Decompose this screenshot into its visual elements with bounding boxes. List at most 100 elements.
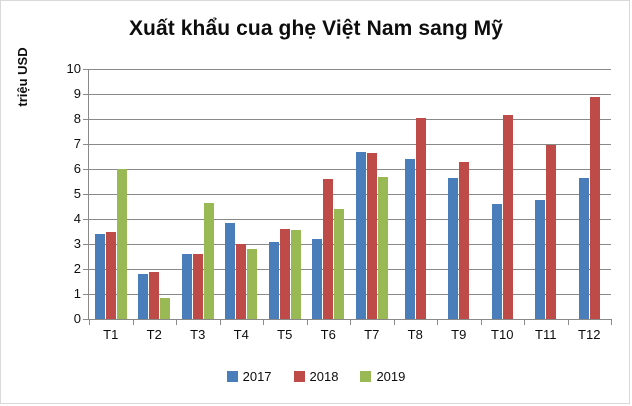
bar-2018-T6: [323, 179, 334, 319]
y-axis-tick-mark: [83, 194, 88, 195]
y-axis-tick-mark: [83, 294, 88, 295]
x-axis-tick-mark: [437, 320, 438, 325]
bar-2018-T11: [546, 145, 557, 319]
bar-2017-T2: [138, 274, 149, 319]
bar-2017-T8: [404, 159, 415, 319]
bar-2018-T10: [502, 115, 513, 319]
gridline: [89, 244, 611, 245]
bar-2018-T12: [589, 96, 600, 319]
gridline: [89, 294, 611, 295]
legend-entry-2019[interactable]: 2019: [360, 369, 405, 384]
bar-2018-T7: [366, 152, 377, 319]
x-axis-tick-label-T6: T6: [320, 327, 336, 342]
bar-2019-T5: [290, 230, 301, 319]
y-axis-tick-mark: [83, 69, 88, 70]
y-axis-tick-label: 2: [73, 261, 81, 276]
x-axis-tick-label-T2: T2: [146, 327, 162, 342]
y-axis-line: [88, 69, 89, 320]
y-axis-tick-mark: [83, 219, 88, 220]
bar-2018-T4: [236, 244, 247, 319]
y-axis-tick-label: 0: [73, 311, 81, 326]
gridline: [89, 319, 611, 320]
bar-2017-T12: [578, 177, 589, 319]
legend-swatch-icon: [360, 371, 372, 382]
legend-swatch-icon: [293, 371, 305, 382]
x-axis-tick-mark: [176, 320, 177, 325]
bar-2017-T6: [312, 239, 323, 319]
bar-2017-T4: [225, 222, 236, 319]
chart-legend: 2017 2018 2019: [1, 369, 631, 384]
x-axis-tick-mark: [480, 320, 482, 325]
x-axis-tick-label-T3: T3: [190, 327, 206, 342]
legend-label: 2017: [242, 369, 272, 384]
gridline: [89, 269, 611, 270]
x-axis-tick-mark: [219, 320, 221, 325]
bar-2019-T7: [377, 176, 388, 319]
y-axis-tick-label: 10: [66, 61, 81, 76]
bar-2017-T9: [448, 177, 459, 319]
legend-entry-2017[interactable]: 2017: [226, 369, 272, 384]
x-axis-tick-mark: [524, 320, 525, 325]
y-axis-tick-label: 8: [73, 111, 81, 126]
y-axis-tick-mark: [83, 144, 88, 145]
y-axis-title: triệu USD: [15, 47, 30, 107]
x-axis-tick-label-T12: T12: [578, 327, 601, 342]
bar-2019-T1: [116, 169, 127, 319]
x-axis-tick-label-T7: T7: [364, 327, 380, 342]
x-axis-tick-mark: [89, 320, 90, 325]
x-axis-tick-mark: [350, 320, 351, 325]
x-axis-tick-label-T11: T11: [535, 327, 557, 342]
y-axis-tick-mark: [83, 169, 88, 170]
bar-2018-T1: [105, 231, 116, 319]
bar-2019-T2: [160, 297, 171, 319]
bar-2019-T3: [203, 202, 214, 319]
x-axis-tick-label-T10: T10: [491, 327, 514, 342]
x-axis-tick-label-T9: T9: [451, 327, 467, 342]
x-axis-tick-mark: [132, 320, 134, 325]
x-axis-tick-mark: [611, 320, 612, 325]
plot-area: [89, 69, 611, 320]
x-axis-tick-mark: [306, 320, 308, 325]
y-axis-tick-mark: [83, 244, 88, 245]
gridline: [89, 69, 611, 70]
legend-label: 2018: [309, 369, 339, 384]
y-axis-tick-mark: [83, 319, 88, 320]
x-axis-tick-label-T4: T4: [233, 327, 249, 342]
legend-label: 2019: [376, 369, 406, 384]
y-axis-tick-label: 9: [73, 86, 81, 101]
y-axis-tick-label: 5: [73, 186, 81, 201]
y-axis-tick-label: 4: [73, 211, 81, 226]
y-axis-tick-mark: [83, 269, 88, 270]
bar-2018-T3: [192, 254, 203, 319]
x-axis-tick-mark: [567, 320, 569, 325]
gridline: [89, 169, 611, 170]
x-axis-tick-label-T1: T1: [103, 327, 119, 342]
bar-2018-T2: [149, 271, 160, 319]
legend-swatch-icon: [226, 371, 238, 382]
bar-2019-T4: [247, 249, 258, 319]
bar-2018-T5: [279, 229, 290, 319]
bar-2017-T1: [94, 234, 105, 319]
chart-title: Xuất khẩu cua ghẹ Việt Nam sang Mỹ: [128, 17, 504, 40]
legend-entry-2018[interactable]: 2018: [293, 369, 339, 384]
x-axis-tick-label-T8: T8: [407, 327, 423, 342]
bar-2017-T11: [535, 200, 546, 319]
y-axis-tick-mark: [83, 94, 88, 95]
gridline: [89, 144, 611, 145]
bar-2017-T3: [181, 254, 192, 319]
gridline: [89, 94, 611, 95]
y-axis-tick-labels: 10 9 8 7 6 5 4 3 2 1 0: [55, 1, 81, 405]
y-axis-tick-label: 3: [73, 236, 81, 251]
bar-2017-T7: [355, 151, 366, 319]
x-axis-tick-label-T5: T5: [277, 327, 293, 342]
x-axis-tick-mark: [263, 320, 264, 325]
y-axis-tick-label: 7: [73, 136, 81, 151]
bar-2018-T9: [459, 161, 470, 319]
bar-2017-T10: [491, 204, 502, 319]
bar-2019-T6: [334, 209, 345, 319]
y-axis-tick-label: 1: [73, 286, 81, 301]
bar-2017-T5: [268, 241, 279, 319]
gridline: [89, 194, 611, 195]
y-axis-tick-mark: [83, 119, 88, 120]
